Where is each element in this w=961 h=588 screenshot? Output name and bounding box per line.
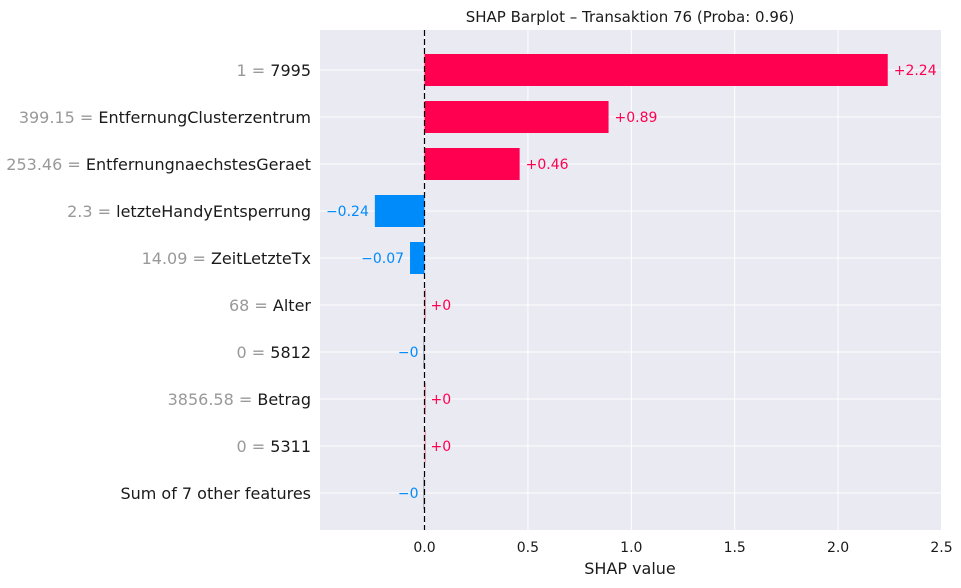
feature-label: Sum of 7 other features [120,484,311,503]
feature-name: 5311 [270,437,311,456]
bar-value-label: +0 [431,298,452,314]
x-tick-label: 2.0 [827,540,849,556]
feature-value: 253.46 = [6,155,86,174]
bar [424,289,426,321]
feature-name: letzteHandyEntsperrung [116,202,311,221]
bar [424,148,520,180]
bars [374,54,888,509]
bar-value-label: +0 [431,392,452,408]
feature-name: Sum of 7 other features [120,484,311,503]
feature-label: 68 = Alter [229,296,311,315]
feature-value: 0 = [237,343,271,362]
feature-label: 253.46 = EntfernungnaechstesGeraet [6,155,311,174]
x-axis-label: SHAP value [584,559,676,578]
feature-label: 14.09 = ZeitLetzteTx [142,249,311,268]
x-tick-label: 1.0 [620,540,642,556]
bar [424,383,426,415]
bar-value-label: +0 [431,439,452,455]
x-tick-label: 1.5 [724,540,746,556]
feature-value: 14.09 = [142,249,211,268]
bar [374,195,425,227]
bar-value-label: −0.07 [361,251,404,267]
feature-label: 0 = 5812 [237,343,311,362]
feature-label: 2.3 = letzteHandyEntsperrung [67,202,311,221]
x-tick-label: 2.5 [930,540,952,556]
x-tick-label: 0.0 [413,540,435,556]
feature-labels: 1 = 7995 399.15 = EntfernungClusterzentru… [6,61,311,503]
feature-name: ZeitLetzteTx [211,249,311,268]
feature-name: EntfernungnaechstesGeraet [86,155,311,174]
bar-value-label: +0.89 [615,110,658,126]
bar-value-labels: +2.24 +0.89 +0.46 −0.24 −0.07 +0 −0 +0 +0 −0 [326,63,937,502]
feature-label: 3856.58 = Betrag [168,390,311,409]
bar [424,54,888,86]
feature-value: 2.3 = [67,202,116,221]
feature-name: 5812 [270,343,311,362]
chart-title: SHAP Barplot – Transaktion 76 (Proba: 0.… [466,8,795,26]
bar [423,477,425,509]
bar [424,101,609,133]
feature-name: EntfernungClusterzentrum [98,108,311,127]
feature-value: 3856.58 = [168,390,258,409]
bar-value-label: +2.24 [894,63,937,79]
feature-label: 399.15 = EntfernungClusterzentrum [19,108,311,127]
plot-background [320,30,941,530]
bar [423,336,425,368]
bar [424,430,426,462]
feature-name: Betrag [257,390,311,409]
bar-value-label: −0 [398,486,419,502]
bar [410,242,425,274]
feature-label: 1 = 7995 [237,61,311,80]
feature-name: Alter [273,296,312,315]
feature-label: 0 = 5311 [237,437,311,456]
feature-value: 399.15 = [19,108,99,127]
feature-name: 7995 [270,61,311,80]
feature-value: 1 = [237,61,271,80]
bar-value-label: +0.46 [526,157,569,173]
bar-value-label: −0.24 [326,204,369,220]
bar-value-label: −0 [398,345,419,361]
feature-value: 68 = [229,296,273,315]
x-tick-label: 0.5 [517,540,539,556]
x-tick-labels: 0.0 0.5 1.0 1.5 2.0 2.5 [413,540,952,556]
feature-value: 0 = [237,437,271,456]
